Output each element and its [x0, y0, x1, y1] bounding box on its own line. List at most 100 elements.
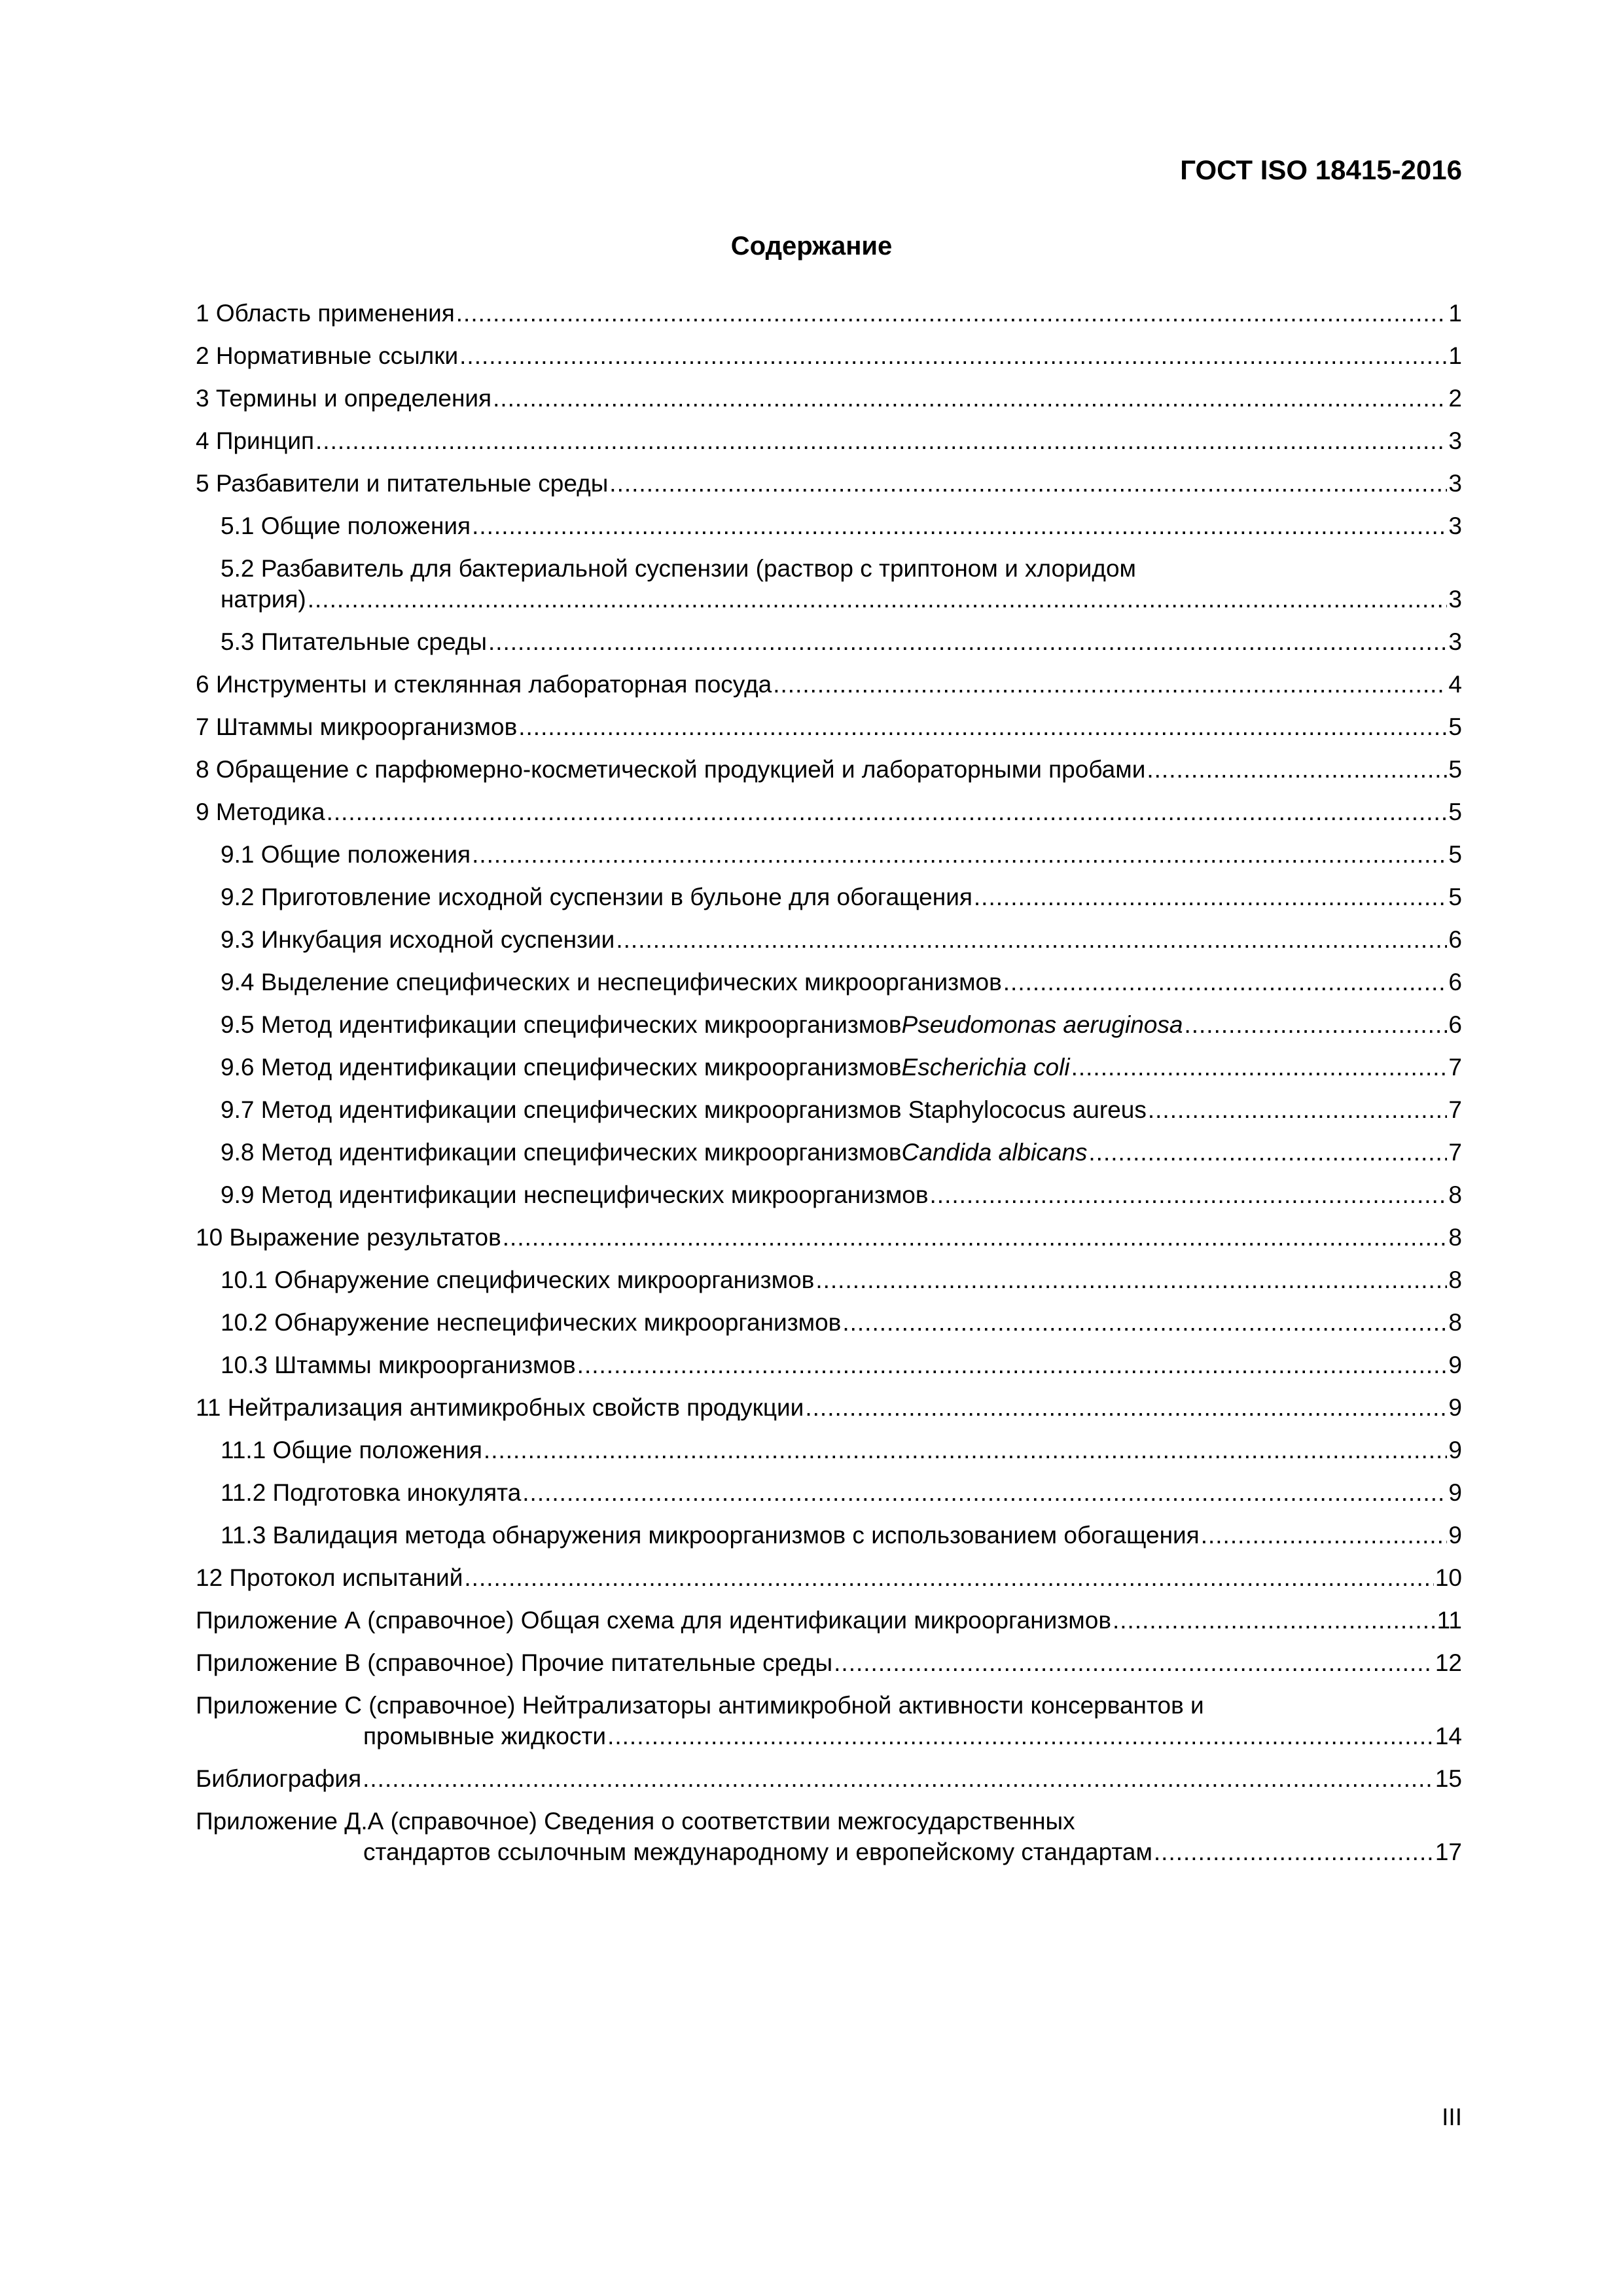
toc-entry[interactable]: 9.9 Метод идентификации неспецифических … — [196, 1179, 1462, 1222]
toc-entry[interactable]: 9.6 Метод идентификации специфических ми… — [196, 1052, 1462, 1094]
toc-entry[interactable]: 10.2 Обнаружение неспецифических микроор… — [196, 1307, 1462, 1350]
toc-entry-title: 2 Нормативные ссылки — [196, 342, 459, 369]
dot-leader — [930, 1179, 1448, 1210]
dot-leader — [503, 1222, 1448, 1253]
toc-entry[interactable]: 11.2 Подготовка инокулята 9 — [196, 1477, 1462, 1520]
dot-leader — [456, 298, 1448, 329]
toc-entry-line: 1 Область применения 1 — [196, 298, 1462, 329]
toc-entry[interactable]: Библиография 15 — [196, 1763, 1462, 1806]
toc-entry[interactable]: 11.3 Валидация метода обнаружения микроо… — [196, 1520, 1462, 1562]
dot-leader — [773, 669, 1447, 700]
dot-leader — [493, 383, 1447, 414]
toc-entry-page: 7 — [1448, 1139, 1462, 1166]
toc-entry[interactable]: 9.8 Метод идентификации специфических ми… — [196, 1137, 1462, 1179]
toc-entry-page: 6 — [1448, 1011, 1462, 1038]
toc-entry[interactable]: 4 Принцип 3 — [196, 425, 1462, 468]
toc-entry-title: 1 Область применения — [196, 300, 455, 327]
toc-entry[interactable]: 10.1 Обнаружение специфических микроорга… — [196, 1265, 1462, 1307]
toc-entry-page: 5 — [1448, 756, 1462, 783]
toc-entry-line: 12 Протокол испытаний 10 — [196, 1562, 1462, 1593]
toc-entry[interactable]: Приложение В (справочное) Прочие питател… — [196, 1647, 1462, 1690]
page-number: III — [1442, 2104, 1462, 2130]
dot-leader — [607, 1721, 1434, 1751]
toc-entry-line: 9.9 Метод идентификации неспецифических … — [221, 1179, 1462, 1210]
toc-entry[interactable]: 9.2 Приготовление исходной суспензии в б… — [196, 882, 1462, 924]
toc-entry[interactable]: 9.7 Метод идентификации специфических ми… — [196, 1094, 1462, 1137]
toc-entry-title: 9 Методика — [196, 798, 325, 825]
dot-leader — [1201, 1520, 1448, 1551]
toc-entry-species: Candida albicans — [901, 1139, 1088, 1166]
toc-entry-line: 9.2 Приготовление исходной суспензии в б… — [221, 882, 1462, 912]
toc-entry[interactable]: 1 Область применения 1 — [196, 298, 1462, 340]
toc-entry[interactable]: Приложение А (справочное) Общая схема дл… — [196, 1605, 1462, 1647]
dot-leader — [1113, 1605, 1436, 1636]
toc-entry[interactable]: 9.3 Инкубация исходной суспензии 6 — [196, 924, 1462, 967]
toc-entry-line: Приложение В (справочное) Прочие питател… — [196, 1647, 1462, 1678]
toc-entry-title: 10.3 Штаммы микроорганизмов — [221, 1352, 576, 1378]
toc-entry-title: 9.6 Метод идентификации специфических ми… — [221, 1054, 902, 1081]
toc-entry-line: 3 Термины и определения 2 — [196, 383, 1462, 414]
toc-entry[interactable]: 7 Штаммы микроорганизмов 5 — [196, 711, 1462, 754]
toc-entry[interactable]: 6 Инструменты и стеклянная лабораторная … — [196, 669, 1462, 711]
toc-entry-title: Приложение А (справочное) Общая схема дл… — [196, 1607, 1111, 1634]
toc-entry-page: 10 — [1435, 1564, 1462, 1591]
toc-entry[interactable]: 5.1 Общие положения 3 — [196, 511, 1462, 553]
toc-entry[interactable]: 3 Термины и определения 2 — [196, 383, 1462, 425]
toc-entry-continuation: натрия) 3 — [221, 584, 1462, 615]
dot-leader — [518, 711, 1447, 742]
toc-entry-line: Приложение С (справочное) Нейтрализаторы… — [196, 1690, 1462, 1721]
toc-entry-title: 9.9 Метод идентификации неспецифических … — [221, 1181, 929, 1208]
toc-entry-line: 10.2 Обнаружение неспецифических микроор… — [221, 1307, 1462, 1338]
dot-leader — [459, 340, 1447, 371]
toc-entry-title: 11.1 Общие положения — [221, 1437, 482, 1463]
toc-entry[interactable]: 5 Разбавители и питательные среды 3 — [196, 468, 1462, 511]
toc-entry-page: 3 — [1448, 470, 1462, 497]
toc-entry-line: 5.2 Разбавитель для бактериальной суспен… — [221, 553, 1462, 584]
toc-entry[interactable]: 11.1 Общие положения 9 — [196, 1435, 1462, 1477]
toc-entry[interactable]: 5.2 Разбавитель для бактериальной суспен… — [196, 553, 1462, 626]
toc-entry-line: 10.1 Обнаружение специфических микроорга… — [221, 1265, 1462, 1295]
toc-entry-page: 1 — [1448, 342, 1462, 369]
toc-entry-page: 7 — [1448, 1096, 1462, 1123]
toc-entry[interactable]: 9.1 Общие положения 5 — [196, 839, 1462, 882]
toc-entry[interactable]: Приложение Д.А (справочное) Сведения о с… — [196, 1806, 1462, 1879]
toc-entry-title-continued: стандартов ссылочным международному и ев… — [363, 1839, 1152, 1865]
toc-entry-title: 11.2 Подготовка инокулята — [221, 1479, 522, 1506]
dot-leader — [609, 468, 1447, 499]
toc-entry-page: 5 — [1448, 841, 1462, 868]
toc-entry[interactable]: 10 Выражение результатов 8 — [196, 1222, 1462, 1265]
toc-entry[interactable]: 9.4 Выделение специфических и неспецифич… — [196, 967, 1462, 1009]
toc-entry[interactable]: 12 Протокол испытаний 10 — [196, 1562, 1462, 1605]
toc-entry-page: 3 — [1448, 512, 1462, 539]
dot-leader — [315, 425, 1447, 456]
toc-entry[interactable]: 9 Методика 5 — [196, 797, 1462, 839]
toc-entry[interactable]: 11 Нейтрализация антимикробных свойств п… — [196, 1392, 1462, 1435]
toc-entry[interactable]: Приложение С (справочное) Нейтрализаторы… — [196, 1690, 1462, 1763]
document-designation: ГОСТ ISO 18415-2016 — [1180, 154, 1462, 185]
toc-entry-title: 10.1 Обнаружение специфических микроорга… — [221, 1266, 815, 1293]
dot-leader — [805, 1392, 1447, 1423]
toc-entry-line: Приложение Д.А (справочное) Сведения о с… — [196, 1806, 1462, 1837]
toc-entry-title: 5.3 Питательные среды — [221, 628, 487, 655]
toc-entry-title: 9.1 Общие положения — [221, 841, 471, 868]
toc-entry-page: 14 — [1435, 1723, 1462, 1749]
toc-entry-title: 11.3 Валидация метода обнаружения микроо… — [221, 1522, 1200, 1549]
toc-entry[interactable]: 10.3 Штаммы микроорганизмов 9 — [196, 1350, 1462, 1392]
dot-leader — [1003, 967, 1448, 997]
dot-leader — [1184, 1009, 1447, 1040]
toc-entry[interactable]: 2 Нормативные ссылки 1 — [196, 340, 1462, 383]
toc-entry-line: 9.3 Инкубация исходной суспензии 6 — [221, 924, 1462, 955]
toc-entry-page: 9 — [1448, 1479, 1462, 1506]
toc-entry-page: 5 — [1448, 884, 1462, 910]
toc-entry[interactable]: 5.3 Питательные среды 3 — [196, 626, 1462, 669]
dot-leader — [472, 511, 1447, 541]
dot-leader — [472, 839, 1447, 870]
toc-entry-title: 9.3 Инкубация исходной суспензии — [221, 926, 615, 953]
toc-entry[interactable]: 8 Обращение с парфюмерно-косметической п… — [196, 754, 1462, 797]
toc-entry-title: 7 Штаммы микроорганизмов — [196, 713, 518, 740]
toc-entry-line: 11 Нейтрализация антимикробных свойств п… — [196, 1392, 1462, 1423]
dot-leader — [1147, 754, 1447, 785]
toc-entry-line: 9.8 Метод идентификации специфических ми… — [221, 1137, 1462, 1168]
toc-entry[interactable]: 9.5 Метод идентификации специфических ми… — [196, 1009, 1462, 1052]
toc-entry-title: 5.1 Общие положения — [221, 512, 471, 539]
